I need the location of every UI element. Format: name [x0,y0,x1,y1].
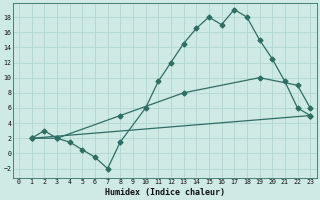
X-axis label: Humidex (Indice chaleur): Humidex (Indice chaleur) [105,188,225,197]
